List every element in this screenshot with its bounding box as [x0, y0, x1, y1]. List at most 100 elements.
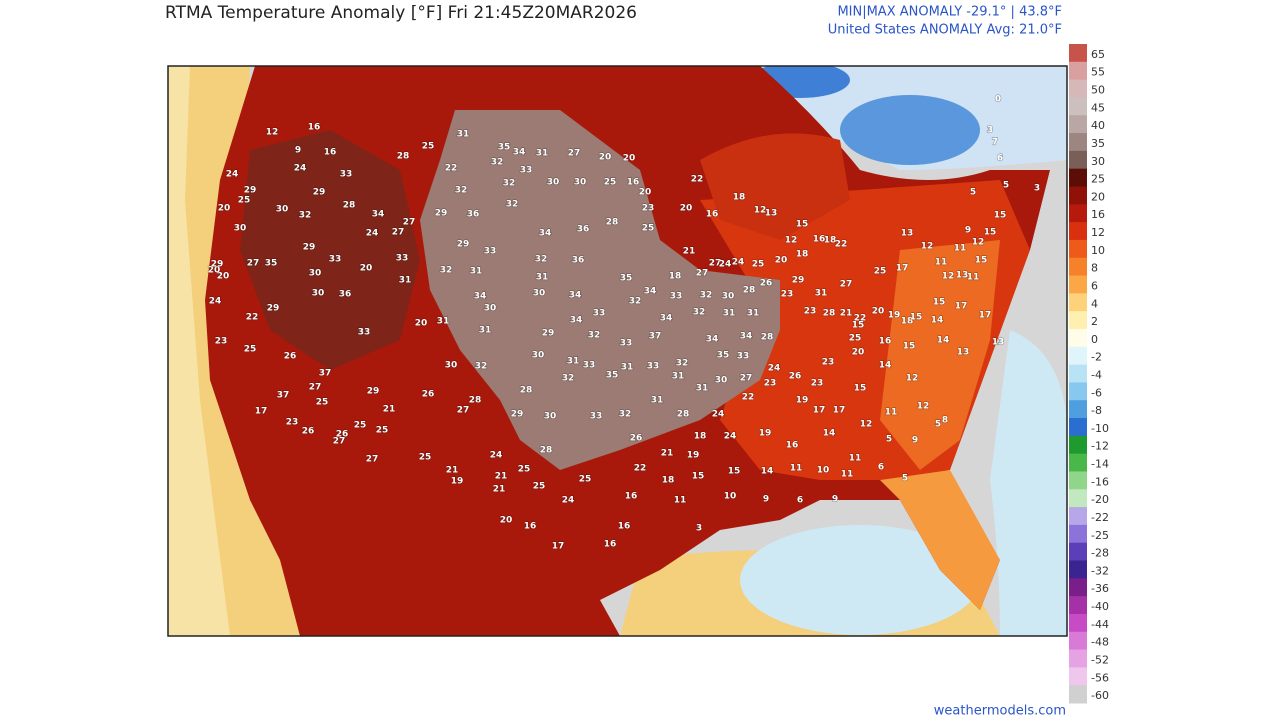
canada-cold [840, 95, 980, 165]
colorbar-label: -2 [1091, 351, 1102, 364]
colorbar-segment [1069, 382, 1087, 401]
station-anomaly: 37 [319, 369, 332, 379]
colorbar-segment [1069, 524, 1087, 544]
station-anomaly: 30 [312, 289, 325, 299]
colorbar-segment [1069, 649, 1087, 668]
station-anomaly: 32 [503, 179, 516, 189]
station-anomaly: 24 [490, 451, 503, 461]
station-anomaly: 27 [392, 228, 405, 238]
station-anomaly: 34 [660, 314, 673, 324]
station-anomaly: 34 [570, 316, 583, 326]
station-anomaly: 20 [217, 272, 230, 282]
station-anomaly: 28 [540, 446, 553, 456]
station-anomaly: 27 [366, 455, 379, 465]
colorbar-segment [1069, 222, 1087, 241]
station-anomaly: 21 [446, 466, 459, 476]
colorbar-segment [1069, 257, 1087, 277]
colorbar-segment [1069, 435, 1087, 455]
colorbar-label: 12 [1091, 226, 1105, 239]
colorbar-segment [1069, 489, 1087, 508]
colorbar-segment [1069, 453, 1087, 472]
station-anomaly: 19 [759, 429, 772, 439]
station-anomaly: 32 [475, 362, 488, 372]
station-anomaly: 24 [712, 410, 725, 420]
colorbar-label: -32 [1091, 564, 1109, 577]
colorbar-label: 30 [1091, 155, 1105, 168]
station-anomaly: 30 [309, 269, 322, 279]
station-anomaly: 11 [967, 273, 980, 283]
station-anomaly: 27 [740, 374, 753, 384]
station-anomaly: 34 [513, 148, 526, 158]
station-anomaly: 26 [789, 372, 802, 382]
station-anomaly: 5 [886, 435, 892, 445]
colorbar-label: -28 [1091, 547, 1109, 560]
station-anomaly: 15 [796, 220, 809, 230]
station-anomaly: 32 [619, 410, 632, 420]
station-anomaly: 27 [403, 218, 416, 228]
colorbar-label: -12 [1091, 440, 1109, 453]
station-anomaly: 23 [286, 418, 299, 428]
station-anomaly: 24 [732, 258, 745, 268]
station-anomaly: 18 [796, 250, 809, 260]
station-anomaly: 9 [912, 436, 918, 446]
station-anomaly: 35 [498, 143, 511, 153]
colorbar-label: 65 [1091, 48, 1105, 61]
station-anomaly: 14 [879, 361, 892, 371]
gulf-cool [740, 525, 980, 635]
station-anomaly: 25 [419, 453, 432, 463]
colorbar-label: 16 [1091, 208, 1105, 221]
station-anomaly: 25 [376, 426, 389, 436]
station-anomaly: 3 [1034, 184, 1040, 194]
station-anomaly: 31 [723, 309, 736, 319]
colorbar-label: -44 [1091, 618, 1109, 631]
colorbar-label: 4 [1091, 297, 1098, 310]
station-anomaly: 27 [333, 437, 346, 447]
station-anomaly: 31 [536, 149, 549, 159]
station-anomaly: 28 [606, 218, 619, 228]
colorbar-label: 6 [1091, 279, 1098, 292]
station-anomaly: 30 [722, 292, 735, 302]
station-anomaly: 36 [577, 225, 590, 235]
station-anomaly: 33 [520, 166, 533, 176]
colorbar-segment [1069, 400, 1087, 419]
station-anomaly: 20 [599, 153, 612, 163]
station-anomaly: 31 [567, 357, 580, 367]
station-anomaly: 32 [440, 266, 453, 276]
station-anomaly: 15 [984, 228, 997, 238]
station-anomaly: 19 [687, 451, 700, 461]
station-anomaly: 26 [302, 427, 315, 437]
station-anomaly: 30 [547, 178, 560, 188]
station-anomaly: 35 [620, 274, 633, 284]
colorbar-segment [1069, 97, 1087, 116]
station-anomaly: 15 [933, 298, 946, 308]
station-anomaly: 26 [630, 434, 643, 444]
station-anomaly: 11 [841, 470, 854, 480]
station-anomaly: 29 [313, 188, 326, 198]
station-anomaly: 29 [542, 329, 555, 339]
footer: weathermodels.com [934, 704, 1066, 719]
station-anomaly: 21 [383, 405, 396, 415]
station-anomaly: 16 [625, 492, 638, 502]
colorbar-label: 40 [1091, 119, 1105, 132]
colorbar-label: -6 [1091, 386, 1102, 399]
station-anomaly: 30 [234, 224, 247, 234]
station-anomaly: 30 [445, 361, 458, 371]
station-anomaly: 17 [813, 406, 826, 416]
station-anomaly: 29 [511, 410, 524, 420]
station-anomaly: 15 [728, 467, 741, 477]
colorbar-segment [1069, 311, 1087, 330]
station-anomaly: 5 [970, 188, 976, 198]
station-anomaly: 24 [562, 496, 575, 506]
station-anomaly: 20 [852, 348, 865, 358]
colorbar-segment [1069, 239, 1087, 259]
station-anomaly: 12 [860, 420, 873, 430]
station-anomaly: 27 [840, 280, 853, 290]
station-anomaly: 15 [903, 342, 916, 352]
colorbar-segment [1069, 328, 1087, 348]
station-anomaly: 26 [422, 390, 435, 400]
station-anomaly: 13 [901, 229, 914, 239]
station-anomaly: 19 [888, 311, 901, 321]
colorbar-label: -4 [1091, 369, 1102, 382]
station-anomaly: 20 [680, 204, 693, 214]
